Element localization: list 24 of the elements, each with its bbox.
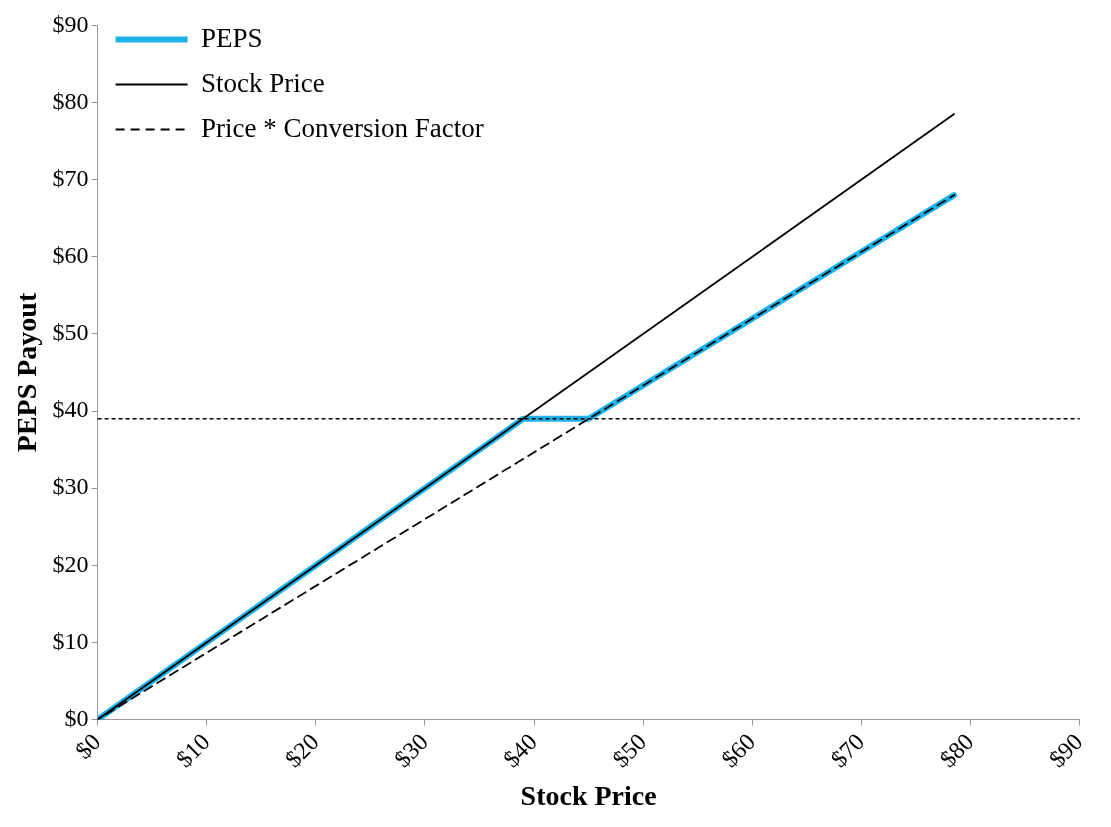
legend-label: Price * Conversion Factor [201,112,484,143]
x-tick-label: $80 [934,728,979,773]
x-tick-label: $50 [607,728,652,773]
y-tick-label: $40 [52,396,89,423]
y-axis-title: PEPS Payout [11,292,43,453]
x-axis-title: Stock Price [520,780,657,812]
legend-label: PEPS [201,22,263,53]
legend-label: Stock Price [201,67,325,98]
y-tick-label: $30 [52,473,89,500]
y-tick-label: $60 [52,242,89,269]
y-tick-label: $10 [52,627,89,654]
x-tick-label: $20 [279,728,324,773]
x-tick-label: $90 [1043,728,1088,773]
x-tick-label: $70 [825,728,870,773]
x-tick-label: $40 [498,728,543,773]
y-tick-label: $90 [52,10,89,37]
y-tick-label: $50 [52,319,89,346]
y-tick-label: $0 [64,704,89,731]
x-tick-label: $30 [389,728,433,773]
x-tick-label: $10 [170,728,215,773]
y-tick-label: $80 [52,87,89,114]
y-tick-label: $70 [52,164,89,191]
y-tick-label: $20 [52,550,89,577]
x-tick-label: $60 [716,728,761,773]
